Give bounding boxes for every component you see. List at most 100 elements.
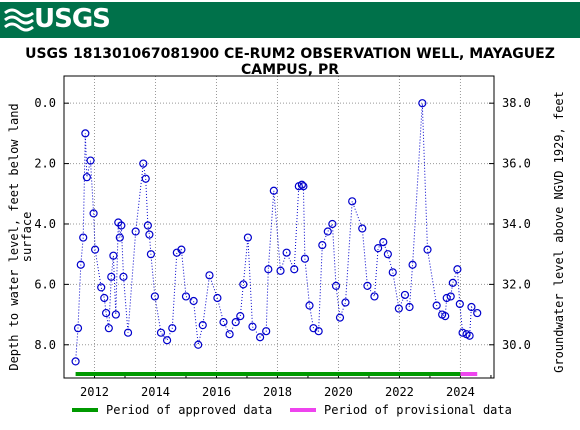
data-point <box>168 324 177 333</box>
legend: Period of approved data Period of provis… <box>72 403 512 417</box>
usgs-logo-text: USGS <box>34 4 111 34</box>
data-point <box>388 268 397 277</box>
chart-title: USGS 181301067081900 CE-RUM2 OBSERVATION… <box>25 46 555 78</box>
data-point <box>131 227 140 236</box>
data-point <box>146 250 156 259</box>
y-tick-label-left: 6.0 <box>34 277 56 291</box>
data-point <box>370 292 379 301</box>
data-point <box>262 327 271 336</box>
y-axis-label-right: Groundwater level above NGVD 1929, feet <box>552 91 566 373</box>
axes-layer: 0.0 38.0 2.0 36.0 4.0 34.0 6.0 32.0 8.0 30.0 2012 2… <box>34 96 531 399</box>
data-point <box>290 265 299 274</box>
series-layer <box>71 99 482 366</box>
data-point <box>143 221 152 230</box>
data-point <box>458 328 467 337</box>
data-point <box>76 260 85 269</box>
series-line <box>75 103 478 362</box>
data-point <box>358 224 367 233</box>
data-point <box>107 272 116 281</box>
data-point <box>394 304 403 313</box>
data-point <box>104 324 113 333</box>
grid-layer <box>64 76 494 378</box>
data-point <box>119 272 128 281</box>
data-point <box>374 244 383 253</box>
legend-label-approved: Period of approved data <box>106 403 272 417</box>
x-tick-label: 2014 <box>141 385 170 399</box>
y-tick-label-left: 4.0 <box>34 217 56 231</box>
data-point <box>383 250 392 259</box>
y-tick-label-left: 0.0 <box>34 96 56 110</box>
data-point <box>82 173 91 182</box>
usgs-banner: USGS <box>0 0 580 38</box>
data-point <box>141 174 150 183</box>
data-point <box>318 241 327 250</box>
data-point <box>231 318 240 327</box>
data-point <box>189 296 198 306</box>
data-point <box>276 266 285 275</box>
data-point <box>405 302 414 312</box>
x-tick-label: 2022 <box>385 385 414 399</box>
data-point <box>255 333 265 342</box>
data-point <box>117 221 126 230</box>
data-point <box>282 248 291 257</box>
y-axis-label-left-line1: Depth to water level, feet below land <box>7 103 21 370</box>
x-tick-label: 2012 <box>80 385 109 399</box>
data-point <box>323 227 332 236</box>
data-point <box>239 280 248 289</box>
y-tick-label-left: 2.0 <box>34 157 56 171</box>
data-point <box>162 336 172 345</box>
x-tick-label: 2024 <box>446 385 475 399</box>
data-point <box>115 233 124 242</box>
y-tick-label-left: 8.0 <box>34 338 56 352</box>
data-point <box>236 311 245 321</box>
data-point <box>453 265 462 274</box>
data-point <box>89 209 98 218</box>
data-point <box>248 322 257 331</box>
data-point <box>225 330 234 339</box>
data-point <box>465 331 474 340</box>
data-point <box>177 245 186 254</box>
data-point <box>91 245 100 254</box>
x-tick-label: 2018 <box>263 385 292 399</box>
data-point <box>156 328 166 337</box>
data-point <box>448 278 457 287</box>
data-point <box>73 324 83 333</box>
x-tick-label: 2020 <box>324 385 353 399</box>
usgs-logo[interactable]: USGS <box>4 4 111 34</box>
banner-bar <box>0 2 580 38</box>
data-point <box>328 219 337 229</box>
data-point <box>139 159 148 168</box>
data-point <box>109 251 118 260</box>
data-point <box>299 182 308 191</box>
data-point <box>379 238 388 247</box>
data-point <box>446 292 455 301</box>
data-point <box>408 260 417 269</box>
y-tick-label-right: 34.0 <box>502 217 531 231</box>
data-point <box>269 186 278 195</box>
data-point <box>442 293 451 303</box>
data-point <box>100 293 109 303</box>
data-point <box>341 298 350 307</box>
data-point <box>123 328 133 337</box>
data-point <box>111 310 120 319</box>
data-point <box>335 313 345 322</box>
data-point <box>198 321 207 330</box>
data-point <box>71 357 80 366</box>
x-tick-label: 2016 <box>202 385 231 399</box>
usgs-wave-icon <box>4 8 34 32</box>
y-tick-label-right: 38.0 <box>502 96 531 110</box>
data-point <box>467 302 476 312</box>
data-point <box>305 301 314 310</box>
plot-frame <box>63 75 495 379</box>
data-point <box>432 301 441 310</box>
data-point <box>264 265 273 274</box>
data-point <box>418 99 427 108</box>
data-point <box>331 281 341 290</box>
y-tick-label-right: 36.0 <box>502 157 531 171</box>
data-point <box>181 292 191 301</box>
y-axis-label-left-line2: surface <box>20 212 34 263</box>
data-point <box>145 230 154 239</box>
data-point <box>79 233 88 242</box>
data-point <box>81 129 90 138</box>
